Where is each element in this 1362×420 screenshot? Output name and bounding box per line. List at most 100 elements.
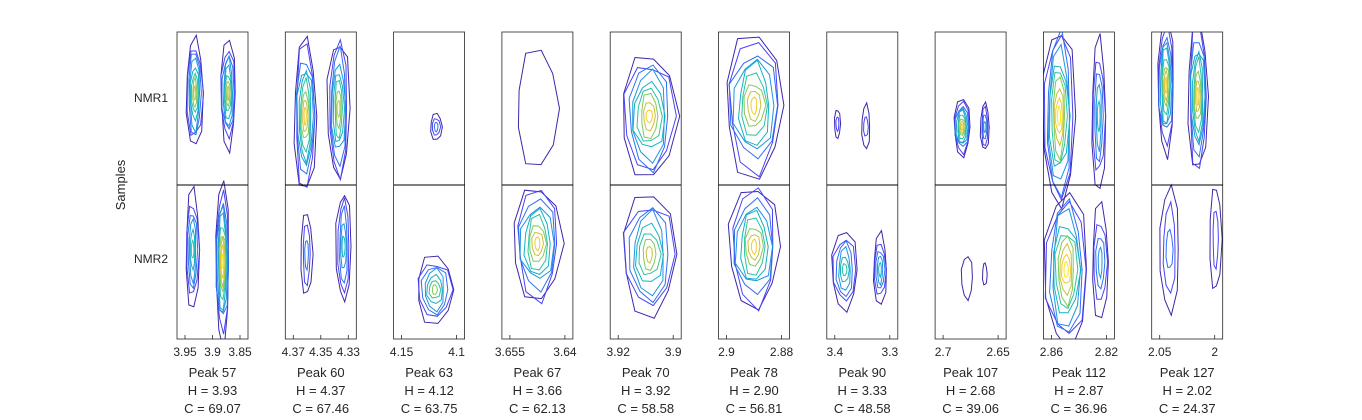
contour-line	[875, 251, 886, 289]
contour-line	[334, 79, 343, 140]
contour-line	[188, 217, 197, 285]
h-label: H = 2.90	[729, 383, 779, 398]
contour-line	[955, 107, 969, 144]
contour-line	[225, 81, 231, 108]
contour-line	[1093, 223, 1109, 300]
contour-line	[220, 50, 236, 141]
peak-label: Peak 107	[943, 365, 998, 380]
contour-line	[1192, 49, 1204, 144]
contour-line	[1053, 225, 1082, 314]
contour-line	[1054, 235, 1079, 310]
contour-line	[983, 120, 987, 134]
contour-group	[513, 189, 565, 305]
contour-line	[531, 231, 545, 257]
contour-line	[517, 49, 561, 166]
contour-line	[1047, 43, 1071, 180]
contour-line	[1190, 53, 1206, 147]
contour-line	[728, 55, 779, 160]
contour-line	[220, 244, 225, 279]
contour-group	[1159, 183, 1223, 317]
contour-line	[1157, 32, 1174, 160]
contour-panel: 2.9 2.88 Peak 78 H = 2.90 C = 56.81	[718, 31, 794, 416]
contour-line	[957, 109, 968, 143]
contour-line	[727, 190, 782, 311]
contour-line	[958, 118, 966, 136]
contour-panel: 3.95 3.9 3.85 Peak 57 H = 3.93 C = 69.07	[173, 31, 252, 416]
contour-line	[643, 102, 656, 132]
contour-line	[960, 255, 973, 302]
c-label: C = 63.75	[401, 401, 458, 416]
contour-line	[740, 209, 769, 280]
contour-line	[1043, 34, 1074, 202]
contour-line	[728, 42, 779, 178]
contour-line	[1092, 200, 1109, 319]
contour-group	[417, 255, 455, 324]
contour-line	[861, 101, 871, 150]
contour-line	[519, 206, 555, 279]
contour-group	[517, 49, 561, 166]
contour-line	[188, 53, 202, 136]
contour-line	[300, 214, 314, 294]
contour-line	[835, 239, 853, 298]
contour-line	[226, 84, 230, 101]
row-label-nmr2: NMR2	[134, 252, 168, 266]
contour-line	[186, 50, 205, 137]
contour-line	[298, 69, 312, 166]
contour-line	[529, 225, 548, 262]
contour-line	[1055, 96, 1063, 134]
contour-line	[623, 56, 681, 176]
contour-line	[876, 255, 884, 287]
contour-line	[1095, 83, 1102, 152]
contour-line	[219, 237, 225, 288]
contour-panel: 3.92 3.9 Peak 70 H = 3.92 C = 58.58	[607, 31, 682, 416]
contour-line	[1046, 32, 1070, 199]
contour-group	[623, 56, 681, 176]
contour-line	[1056, 104, 1062, 127]
contour-line	[1212, 210, 1219, 271]
contour-line	[1162, 199, 1176, 295]
peak-label: Peak 67	[514, 365, 562, 380]
contour-line	[221, 54, 235, 131]
h-label: H = 2.68	[946, 383, 996, 398]
c-label: C = 36.96	[1051, 401, 1108, 416]
contour-line	[1165, 228, 1174, 268]
contour-line	[746, 90, 762, 123]
contour-group	[953, 98, 990, 159]
contour-line	[299, 77, 311, 154]
x-tick-label: 3.3	[881, 345, 898, 359]
contour-line	[636, 87, 663, 142]
row-label-nmr1: NMR1	[134, 91, 168, 105]
contour-line	[838, 245, 851, 291]
contour-line	[645, 246, 653, 264]
contour-line	[1161, 59, 1171, 116]
contour-group	[1043, 191, 1109, 339]
x-tick-label: 4.1	[448, 345, 465, 359]
c-label: C = 69.07	[184, 401, 241, 416]
contour-panel: 2.86 2.82 Peak 112 H = 2.87 C = 36.96	[1040, 31, 1118, 416]
contour-line	[841, 263, 848, 277]
contour-line	[1043, 35, 1077, 211]
contour-line	[979, 100, 990, 150]
contour-line	[1187, 32, 1210, 166]
x-tick-label: 3.64	[553, 345, 577, 359]
contour-line	[215, 203, 230, 315]
contour-group	[726, 36, 785, 180]
x-tick-label: 2.9	[718, 345, 735, 359]
contour-line	[302, 224, 311, 287]
contour-line	[326, 46, 351, 181]
contour-line	[960, 122, 964, 132]
contour-line	[336, 99, 341, 119]
contour-line	[534, 236, 541, 252]
contour-line	[1164, 77, 1168, 95]
contour-line	[431, 118, 442, 136]
contour-line	[737, 59, 770, 146]
contour-panel: 3.4 3.3 Peak 90 H = 3.33 C = 48.58	[826, 31, 898, 416]
contour-group	[1043, 32, 1107, 211]
contour-line	[417, 264, 454, 317]
contour-line	[517, 189, 558, 305]
contour-line	[1163, 68, 1169, 103]
contour-line	[302, 99, 309, 133]
contour-line	[645, 109, 654, 124]
contour-line	[304, 239, 309, 272]
h-label: H = 4.37	[296, 383, 346, 398]
